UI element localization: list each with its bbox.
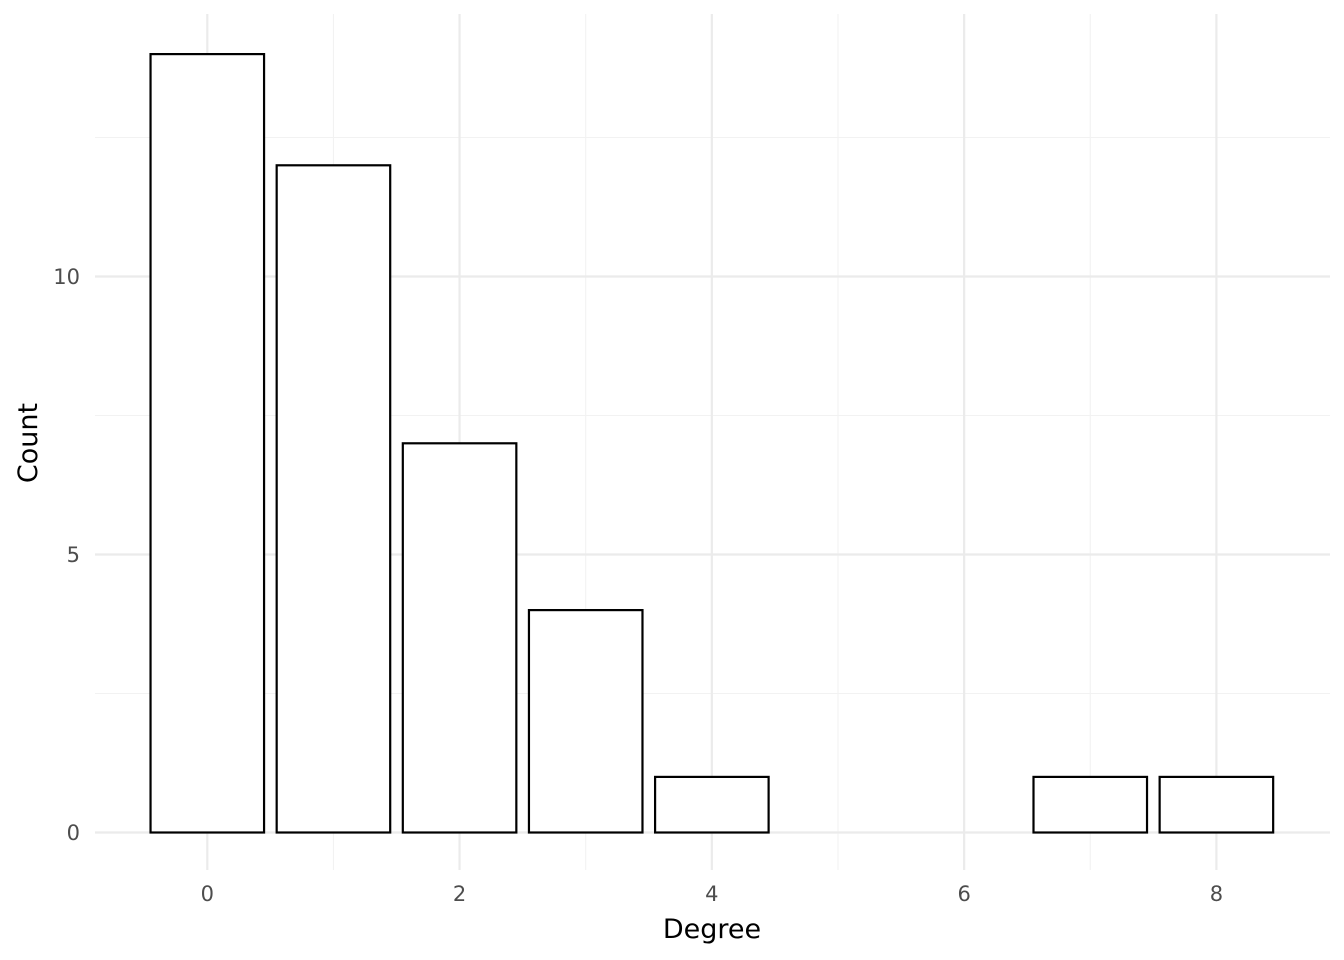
bar-degree-4 — [653, 775, 770, 834]
y-tick-label: 5 — [67, 543, 80, 567]
x-tick-label: 4 — [705, 882, 718, 906]
bar-degree-3 — [527, 608, 644, 834]
bars — [149, 52, 1275, 834]
bar-degree-8 — [1158, 775, 1275, 834]
bar-degree-0 — [149, 52, 266, 834]
x-tick-label: 8 — [1210, 882, 1223, 906]
x-tick-label: 6 — [957, 882, 970, 906]
x-tick-label: 2 — [453, 882, 466, 906]
bar-degree-1 — [275, 164, 392, 834]
y-tick-label: 10 — [53, 265, 80, 289]
x-tick-label: 0 — [201, 882, 214, 906]
y-axis-title: Count — [13, 403, 44, 483]
bar-degree-7 — [1032, 775, 1149, 834]
y-tick-label: 0 — [67, 821, 80, 845]
x-axis-title: Degree — [663, 914, 761, 945]
tick-labels: 0 2 4 6 8 0 5 10 — [53, 265, 1223, 906]
bar-degree-2 — [401, 442, 518, 834]
